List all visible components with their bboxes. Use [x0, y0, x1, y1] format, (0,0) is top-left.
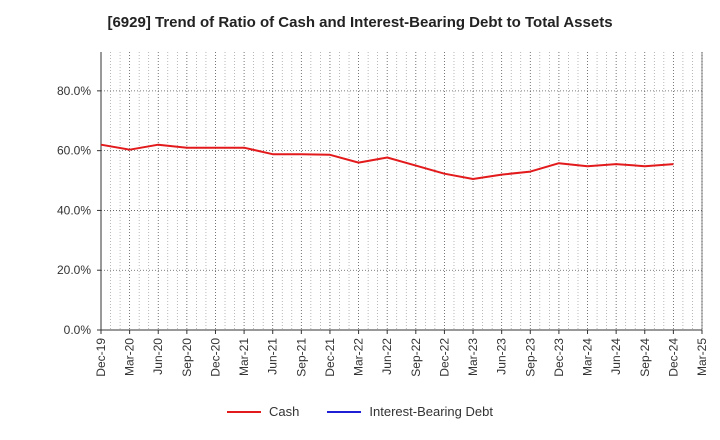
x-tick-label: Jun-22 [380, 338, 394, 375]
x-tick-label: Mar-20 [123, 338, 137, 376]
legend-swatch [227, 410, 262, 413]
y-tick-label: 0.0% [64, 323, 92, 337]
x-tick-label: Sep-23 [523, 338, 537, 377]
series-line-cash [100, 143, 674, 180]
plot-area [101, 52, 702, 330]
x-tick-label: Mar-25 [695, 338, 709, 376]
legend-item-interest-bearing-debt: Interest-Bearing Debt [327, 404, 493, 419]
x-tick-labels: Dec-19 Mar-20 Jun-20 Sep-20 Dec-20 Mar-21 Jun-… [94, 338, 709, 377]
legend-swatch [327, 410, 362, 413]
x-tick-label: Mar-24 [581, 338, 595, 376]
x-tick-label: Sep-24 [638, 338, 652, 377]
x-tick-label: Dec-22 [437, 338, 451, 377]
x-tick-label: Sep-20 [180, 338, 194, 377]
series-lines [100, 143, 674, 180]
x-tick-label: Dec-19 [94, 338, 108, 377]
x-tick-label: Dec-24 [666, 338, 680, 377]
x-tick-label: Jun-24 [609, 338, 623, 375]
y-tick-label: 60.0% [57, 144, 91, 158]
x-tick-label: Mar-22 [352, 338, 366, 376]
grid-lines [100, 52, 703, 330]
x-tick-label: Jun-21 [266, 338, 280, 375]
x-tick-label: Jun-23 [495, 338, 509, 375]
x-tick-label: Dec-21 [323, 338, 337, 377]
x-tick-label: Dec-23 [552, 338, 566, 377]
x-tick-label: Dec-20 [208, 338, 222, 377]
chart-title: [6929] Trend of Ratio of Cash and Intere… [107, 14, 613, 31]
y-tick-labels: 0.0% 20.0% 40.0% 60.0% 80.0% [57, 84, 91, 337]
x-tick-label: Sep-21 [294, 338, 308, 377]
x-tick-label: Sep-22 [409, 338, 423, 377]
legend-item-cash: Cash [227, 404, 299, 419]
x-tick-label: Mar-21 [237, 338, 251, 376]
y-tick-label: 40.0% [57, 203, 91, 217]
legend-label: Interest-Bearing Debt [369, 404, 493, 419]
x-tick-label: Mar-23 [466, 338, 480, 376]
legend: Cash Interest-Bearing Debt [0, 404, 720, 419]
y-tick-label: 20.0% [57, 263, 91, 277]
axes [97, 52, 703, 334]
y-tick-label: 80.0% [57, 84, 91, 98]
x-tick-label: Jun-20 [151, 338, 165, 375]
legend-label: Cash [269, 404, 300, 419]
